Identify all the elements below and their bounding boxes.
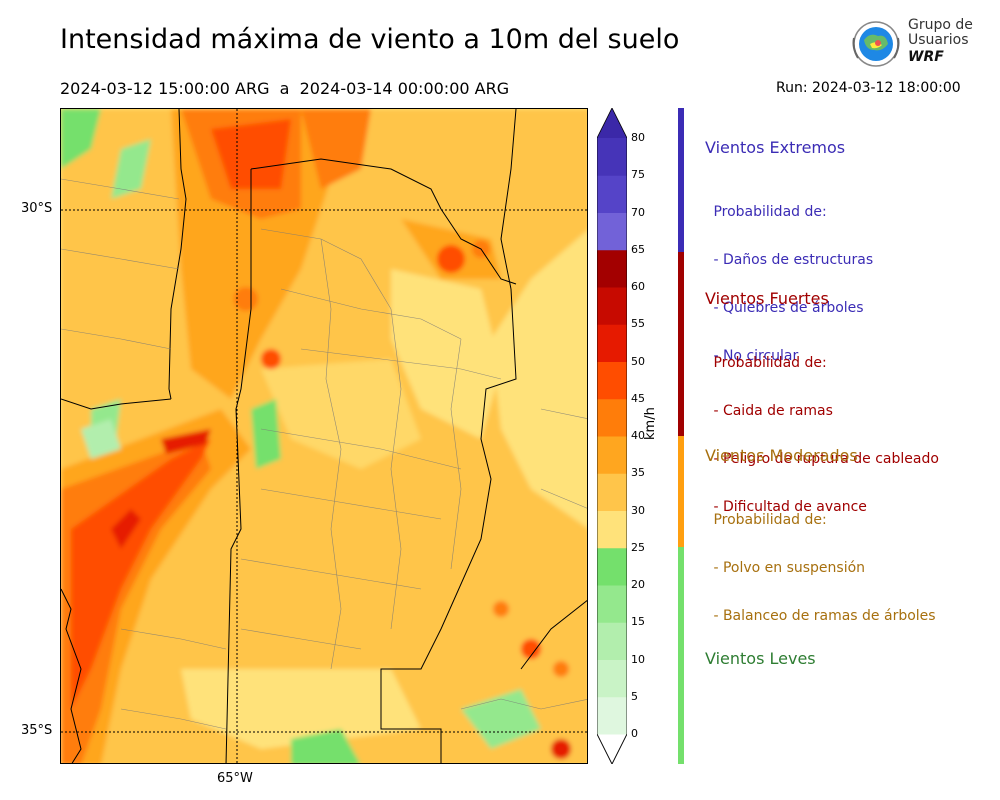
category-leves-title: Vientos Leves — [705, 649, 816, 668]
band-moderados — [678, 436, 684, 547]
colorbar-tick-label: 45 — [631, 391, 645, 405]
colorbar-segment — [597, 436, 627, 474]
map-title: Intensidad máxima de viento a 10m del su… — [60, 24, 680, 55]
colorbar-tick-label: 25 — [631, 540, 645, 554]
grupo-usuarios-wrf-logo: Grupo de Usuarios WRF — [848, 18, 978, 72]
category-moderados-title: Vientos Moderados — [705, 446, 858, 465]
colorbar-segment — [597, 622, 627, 660]
colorbar-under-triangle — [596, 733, 628, 765]
category-extremos-details: Probabilidad de: - Daños de estructuras … — [709, 172, 873, 380]
colorbar-segment — [597, 324, 627, 362]
colorbar-segment — [597, 585, 627, 623]
colorbar-over-triangle — [597, 108, 627, 138]
category-fuertes-line: - Caida de ramas — [709, 403, 833, 419]
wind-map-svg — [61, 109, 587, 763]
colorbar-tick-label: 15 — [631, 615, 645, 629]
logo-line-1: Grupo de — [908, 17, 973, 33]
colorbar-segment — [597, 398, 627, 437]
logo-brand: WRF — [908, 49, 944, 65]
category-extremos-line: Probabilidad de: — [709, 204, 827, 220]
colorbar-segment — [597, 659, 627, 698]
wind-map — [60, 108, 588, 764]
colorbar-tick-label: 5 — [631, 689, 638, 703]
province-borders — [61, 109, 587, 763]
band-fuertes — [678, 252, 684, 436]
run-timestamp: Run: 2024-03-12 18:00:00 — [776, 80, 961, 96]
colorbar-segment — [597, 510, 627, 549]
department-borders — [61, 178, 587, 730]
graticule — [61, 109, 587, 763]
colorbar-tick-label: 50 — [631, 354, 645, 368]
colorbar-tick-label: 75 — [631, 168, 645, 182]
lat-label-35s: 35°S — [21, 723, 53, 738]
category-moderados-line: - Polvo en suspensión — [709, 560, 866, 576]
colorbar-tick-label: 80 — [631, 131, 645, 144]
colorbar — [596, 107, 628, 765]
colorbar-tick-label: 20 — [631, 578, 645, 591]
colorbar-segment — [597, 696, 627, 735]
lat-label-30s: 30°S — [21, 201, 53, 216]
category-fuertes-line: Probabilidad de: — [709, 355, 827, 371]
category-fuertes-line: - Peligro de ruptura de cableado — [709, 451, 939, 467]
colorbar-segment — [597, 249, 627, 288]
colorbar-tick-label: 65 — [631, 242, 645, 256]
category-moderados-line: - Balanceo de ramas de árboles — [709, 608, 936, 624]
category-fuertes-details: Probabilidad de: - Caida de ramas - Peli… — [709, 323, 939, 531]
category-extremos-line: - No circular — [709, 348, 799, 364]
category-moderados-line: Probabilidad de: — [709, 512, 827, 528]
colorbar-tick-label: 0 — [631, 727, 638, 740]
colorbar-tick-label: 35 — [631, 466, 645, 480]
colorbar-segment — [597, 212, 627, 251]
colorbar-segment — [597, 361, 627, 400]
colorbar-tick-label: 30 — [631, 503, 645, 517]
category-moderados-details: Probabilidad de: - Polvo en suspensión -… — [709, 480, 936, 640]
band-leves — [678, 547, 684, 764]
colorbar-tick-label: 55 — [631, 317, 645, 331]
wind-field — [61, 109, 587, 763]
lon-label-65w: 65°W — [217, 771, 253, 786]
category-extremos-line: - Daños de estructuras — [709, 252, 874, 268]
colorbar-tick-label: 40 — [631, 429, 645, 442]
colorbar-segment — [597, 473, 627, 511]
globe-logo-icon — [852, 21, 900, 67]
colorbar-segment — [597, 547, 627, 586]
colorbar-tick-label: 10 — [631, 652, 645, 666]
logo-line-2: Usuarios — [908, 32, 969, 48]
category-extremos-line: - Quiebres de árboles — [709, 300, 864, 316]
forecast-period: 2024-03-12 15:00:00 ARG a 2024-03-14 00:… — [60, 79, 510, 98]
logo-text: Grupo de Usuarios — [908, 18, 973, 48]
colorbar-tick-label: 70 — [631, 205, 645, 219]
colorbar-segment — [597, 287, 627, 325]
category-extremos-title: Vientos Extremos — [705, 138, 846, 157]
category-fuertes-line: - Dificultad de avance — [709, 499, 867, 515]
category-fuertes-title: Vientos Fuertes — [705, 289, 829, 308]
colorbar-tick-label: 60 — [631, 280, 645, 293]
colorbar-svg — [596, 107, 628, 765]
colorbar-unit: km/h — [643, 407, 658, 440]
band-extremos — [678, 108, 684, 252]
colorbar-segment — [597, 175, 627, 213]
colorbar-segment — [597, 138, 627, 176]
